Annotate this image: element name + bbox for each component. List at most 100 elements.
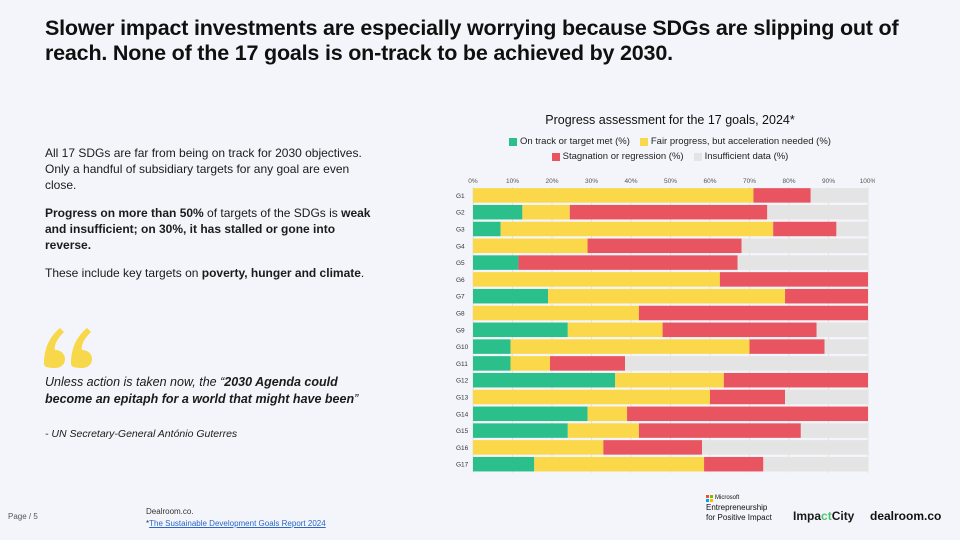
chart-legend: On track or target met (%) Fair progress… bbox=[470, 135, 870, 165]
x-tick-label: 10% bbox=[506, 178, 519, 185]
bar-segment bbox=[473, 288, 549, 304]
chart-title: Progress assessment for the 17 goals, 20… bbox=[545, 113, 795, 127]
bar-segment bbox=[567, 322, 663, 338]
bar-segment bbox=[836, 221, 868, 237]
legend-swatch bbox=[639, 137, 648, 146]
quote-attribution: - UN Secretary-General António Guterres bbox=[45, 428, 238, 440]
bar-segment bbox=[615, 372, 724, 388]
x-tick-label: 50% bbox=[664, 178, 677, 185]
category-label: G8 bbox=[456, 311, 465, 318]
category-label: G13 bbox=[456, 395, 469, 402]
bar-segment bbox=[473, 305, 639, 321]
bar-segment bbox=[627, 406, 868, 422]
dealroom-logo: dealroom.co bbox=[870, 509, 942, 523]
bar-segment bbox=[550, 356, 626, 371]
legend-item-stagnation: Stagnation or regression (%) bbox=[551, 151, 684, 162]
legend-swatch bbox=[551, 152, 560, 161]
category-label: G9 bbox=[456, 327, 465, 334]
x-tick-label: 90% bbox=[822, 178, 835, 185]
category-label: G12 bbox=[456, 378, 469, 385]
bar-segment bbox=[510, 356, 551, 371]
category-label: G5 bbox=[456, 260, 465, 267]
paragraph-targets: These include key targets on poverty, hu… bbox=[45, 266, 365, 280]
bar-segment bbox=[534, 456, 705, 472]
bar-segment bbox=[749, 339, 825, 354]
bar-segment bbox=[473, 221, 501, 237]
category-label: G16 bbox=[456, 445, 469, 452]
bar-segment bbox=[723, 372, 868, 388]
category-label: G3 bbox=[456, 227, 465, 234]
legend-row-2: Stagnation or regression (%) Insufficien… bbox=[470, 150, 870, 163]
bar-segment bbox=[473, 423, 568, 438]
page-number: Page / 5 bbox=[8, 512, 38, 521]
bar-segment bbox=[767, 204, 868, 220]
bar-segment bbox=[473, 188, 754, 203]
bar-segment bbox=[710, 389, 786, 405]
bar-segment bbox=[638, 305, 868, 321]
bar-segment bbox=[473, 339, 511, 354]
x-tick-label: 100% bbox=[860, 178, 875, 185]
bar-segment bbox=[473, 322, 568, 338]
x-tick-label: 0% bbox=[468, 178, 478, 185]
legend-row-1: On track or target met (%) Fair progress… bbox=[470, 135, 870, 148]
body-text: All 17 SDGs are far from being on track … bbox=[45, 145, 375, 293]
microsoft-logo: Microsoft Entrepreneurship for Positive … bbox=[706, 494, 772, 522]
bar-segment bbox=[810, 188, 868, 203]
category-label: G14 bbox=[456, 411, 469, 418]
bar-segment bbox=[753, 188, 811, 203]
bar-segment bbox=[500, 221, 774, 237]
bar-segment bbox=[587, 406, 628, 422]
page-headline: Slower impact investments are especially… bbox=[45, 16, 899, 65]
source-reference: *The Sustainable Development Goals Repor… bbox=[146, 519, 326, 528]
bar-segment bbox=[702, 440, 868, 455]
category-label: G15 bbox=[456, 428, 469, 435]
bar-segment bbox=[473, 406, 588, 422]
category-label: G4 bbox=[456, 243, 465, 250]
bar-segment bbox=[473, 456, 535, 472]
bar-segment bbox=[773, 221, 837, 237]
category-label: G7 bbox=[456, 294, 465, 301]
quote-text: Unless action is taken now, the “2030 Ag… bbox=[45, 375, 359, 406]
footer-source: Dealroom.co. *The Sustainable Developmen… bbox=[146, 506, 326, 530]
bar-segment bbox=[473, 255, 519, 270]
bar-segment bbox=[662, 322, 817, 338]
bar-segment bbox=[522, 204, 570, 220]
legend-item-fair: Fair progress, but acceleration needed (… bbox=[639, 136, 831, 147]
bar-segment bbox=[473, 372, 616, 388]
bar-segment bbox=[548, 288, 786, 304]
paragraph-overview: All 17 SDGs are far from being on track … bbox=[45, 146, 362, 192]
legend-swatch bbox=[693, 152, 702, 161]
bar-segment bbox=[704, 456, 764, 472]
bar-segment bbox=[638, 423, 801, 438]
bar-segment bbox=[473, 440, 604, 455]
x-tick-label: 80% bbox=[782, 178, 795, 185]
bar-segment bbox=[816, 322, 868, 338]
bar-segment bbox=[603, 440, 703, 455]
category-label: G17 bbox=[456, 462, 469, 469]
bar-segment bbox=[567, 423, 639, 438]
bar-segment bbox=[824, 339, 868, 354]
legend-item-on-track: On track or target met (%) bbox=[509, 136, 630, 147]
bar-segment bbox=[719, 272, 868, 287]
source-link[interactable]: The Sustainable Development Goals Report… bbox=[149, 519, 326, 528]
bar-segment bbox=[785, 288, 868, 304]
bar-segment bbox=[510, 339, 750, 354]
bar-segment bbox=[518, 255, 738, 270]
paragraph-progress: Progress on more than 50% of targets of … bbox=[45, 206, 371, 252]
microsoft-icon bbox=[706, 494, 713, 502]
bar-segment bbox=[473, 238, 588, 254]
x-tick-label: 30% bbox=[585, 178, 598, 185]
bar-segment bbox=[800, 423, 868, 438]
bar-segment bbox=[473, 356, 511, 371]
category-label: G2 bbox=[456, 210, 465, 217]
x-tick-label: 20% bbox=[545, 178, 558, 185]
source-name: Dealroom.co. bbox=[146, 507, 194, 516]
bar-segment bbox=[473, 389, 710, 405]
x-tick-label: 70% bbox=[743, 178, 756, 185]
legend-item-insufficient: Insufficient data (%) bbox=[693, 151, 788, 162]
bar-segment bbox=[763, 456, 868, 472]
bar-segment bbox=[741, 238, 868, 254]
category-label: G6 bbox=[456, 277, 465, 284]
legend-swatch bbox=[509, 137, 518, 146]
bar-segment bbox=[473, 272, 720, 287]
